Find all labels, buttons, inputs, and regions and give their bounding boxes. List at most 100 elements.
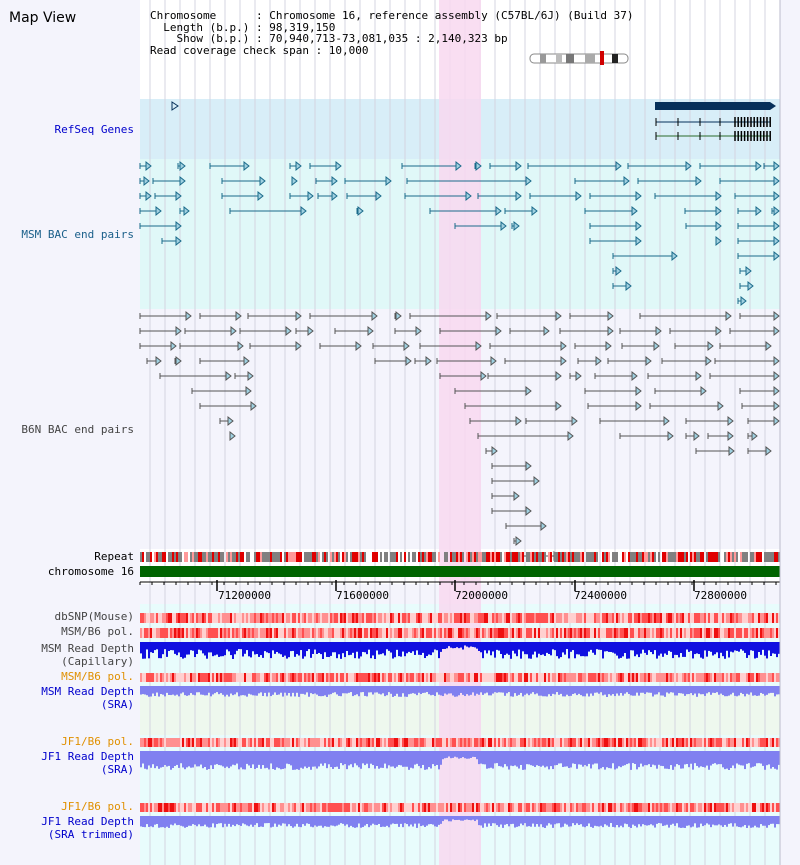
depth-bar: [490, 816, 492, 826]
polymorphism-cell: [196, 673, 198, 682]
polymorphism-cell: [426, 738, 428, 747]
depth-bar: [314, 816, 316, 826]
depth-bar: [400, 642, 402, 657]
polymorphism-cell: [648, 738, 650, 747]
depth-bar: [550, 642, 552, 656]
repeat-mark: [342, 552, 344, 562]
depth-bar: [680, 751, 682, 769]
polymorphism-cell: [598, 738, 600, 747]
depth-bar: [598, 816, 600, 827]
repeat-mark: [648, 552, 650, 562]
polymorphism-cell: [708, 673, 710, 682]
polymorphism-cell: [706, 613, 708, 623]
axis-tick-label: 71200000: [218, 589, 271, 602]
depth-bar: [628, 686, 630, 694]
depth-bar: [154, 751, 156, 769]
polymorphism-cell: [540, 613, 542, 623]
depth-bar: [456, 642, 458, 648]
polymorphism-cell: [384, 803, 386, 812]
polymorphism-cell: [498, 673, 500, 682]
polymorphism-cell: [778, 628, 780, 638]
polymorphism-cell: [668, 613, 670, 623]
polymorphism-cell: [460, 628, 462, 638]
depth-bar: [158, 816, 160, 828]
polymorphism-cell: [202, 738, 204, 747]
depth-bar: [296, 816, 298, 824]
depth-bar: [316, 686, 318, 695]
depth-bar: [762, 816, 764, 826]
info-line-coverage: Read coverage check span : 10,000: [150, 43, 369, 57]
depth-bar: [502, 751, 504, 768]
polymorphism-cell: [160, 628, 162, 638]
polymorphism-cell: [402, 738, 404, 747]
repeat-mark: [356, 552, 358, 562]
axis-tick-label: 71600000: [336, 589, 389, 602]
polymorphism-cell: [444, 673, 446, 682]
polymorphism-cell: [342, 673, 344, 682]
polymorphism-cell: [238, 803, 240, 812]
polymorphism-cell: [774, 613, 776, 623]
polymorphism-cell: [648, 803, 650, 812]
polymorphism-cell: [700, 628, 702, 638]
polymorphism-cell: [542, 628, 544, 638]
polymorphism-cell: [324, 628, 326, 638]
polymorphism-cell: [398, 613, 400, 623]
repeat-mark: [492, 552, 494, 562]
polymorphism-cell: [214, 738, 216, 747]
polymorphism-cell: [566, 738, 568, 747]
bac-end: [425, 355, 432, 367]
depth-bar: [188, 686, 190, 696]
depth-bar: [684, 751, 686, 765]
bac-end: [725, 310, 732, 322]
polymorphism-cell: [650, 613, 652, 623]
polymorphism-cell: [586, 738, 588, 747]
polymorphism-cell: [246, 613, 248, 623]
repeat-mark: [374, 552, 376, 562]
repeat-mark: [190, 552, 192, 562]
polymorphism-cell: [490, 673, 492, 682]
polymorphism-cell: [438, 738, 440, 747]
polymorphism-cell: [526, 613, 528, 623]
depth-bar: [256, 642, 258, 655]
depth-bar: [470, 642, 472, 647]
depth-bar: [234, 816, 236, 827]
bac-end: [663, 415, 670, 427]
depth-bar: [634, 816, 636, 826]
depth-bar: [214, 686, 216, 694]
polymorphism-cell: [576, 613, 578, 623]
polymorphism-cell: [236, 738, 238, 747]
depth-bar: [598, 751, 600, 770]
depth-bar: [174, 816, 176, 824]
polymorphism-cell: [608, 628, 610, 638]
depth-bar: [150, 642, 152, 653]
polymorphism-cell: [212, 628, 214, 638]
polymorphism-cell: [294, 803, 296, 812]
track-label-refseq[interactable]: RefSeq Genes: [54, 123, 134, 136]
track-label-msm-bac[interactable]: MSM BAC end pairs: [21, 228, 134, 241]
polymorphism-cell: [628, 673, 630, 682]
track-label-b6n-bac[interactable]: B6N BAC end pairs: [21, 423, 134, 436]
depth-bar: [430, 751, 432, 769]
polymorphism-cell: [526, 803, 528, 812]
depth-bar: [516, 642, 518, 657]
depth-bar: [140, 686, 142, 695]
polymorphism-cell: [502, 803, 504, 812]
polymorphism-cell: [376, 673, 378, 682]
depth-bar: [716, 816, 718, 826]
bac-end: [295, 160, 302, 172]
polymorphism-cell: [542, 803, 544, 812]
depth-bar: [336, 751, 338, 767]
polymorphism-cell: [174, 673, 176, 682]
depth-bar: [510, 642, 512, 659]
polymorphism-cell: [428, 673, 430, 682]
repeat-mark: [528, 552, 530, 562]
polymorphism-cell: [494, 673, 496, 682]
depth-bar: [474, 751, 476, 757]
depth-bar: [168, 642, 170, 651]
polymorphism-cell: [484, 628, 486, 638]
polymorphism-cell: [374, 803, 376, 812]
polymorphism-cell: [264, 628, 266, 638]
polymorphism-cell: [258, 738, 260, 747]
repeat-mark: [730, 552, 732, 562]
polymorphism-cell: [580, 613, 582, 623]
